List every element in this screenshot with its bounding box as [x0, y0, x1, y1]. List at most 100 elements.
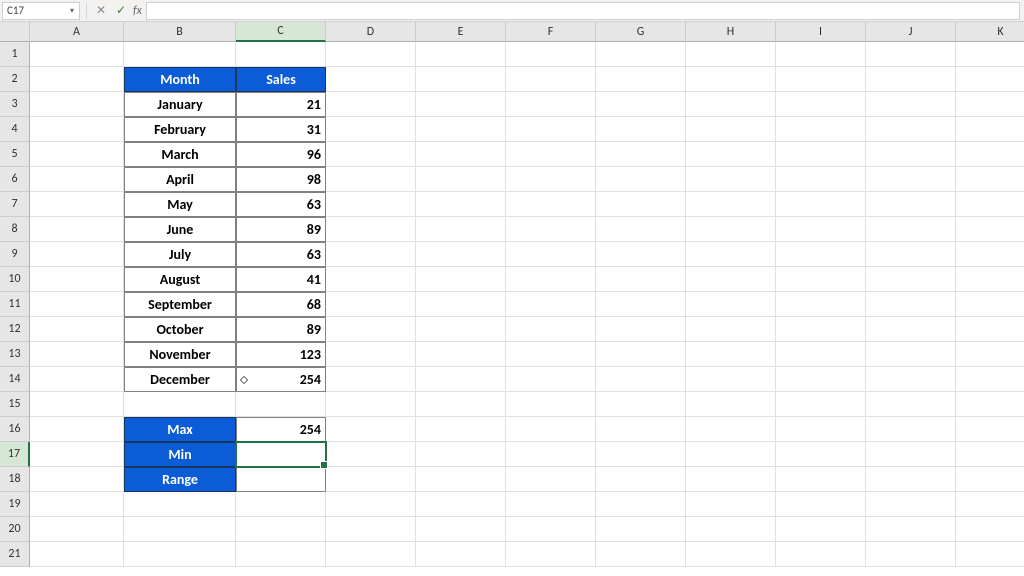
cell-J14[interactable]	[866, 367, 956, 392]
cell-D12[interactable]	[326, 317, 416, 342]
column-header-I[interactable]: I	[776, 22, 866, 42]
cell-C2[interactable]: Sales	[236, 67, 326, 92]
cell-H11[interactable]	[686, 292, 776, 317]
cell-J15[interactable]	[866, 392, 956, 417]
cell-C10[interactable]: 41	[236, 267, 326, 292]
cell-H21[interactable]	[686, 542, 776, 567]
cell-H16[interactable]	[686, 417, 776, 442]
cell-G13[interactable]	[596, 342, 686, 367]
cell-I11[interactable]	[776, 292, 866, 317]
cell-A18[interactable]	[30, 467, 124, 492]
cell-K20[interactable]	[956, 517, 1024, 542]
cell-K5[interactable]	[956, 142, 1024, 167]
cell-B6[interactable]: April	[124, 167, 236, 192]
cell-K2[interactable]	[956, 67, 1024, 92]
column-header-A[interactable]: A	[30, 22, 124, 42]
cell-H7[interactable]	[686, 192, 776, 217]
row-header-6[interactable]: 6	[0, 167, 30, 192]
cell-C14[interactable]: 254	[236, 367, 326, 392]
cell-F5[interactable]	[506, 142, 596, 167]
name-box[interactable]: C17 ▾	[2, 2, 80, 20]
cell-E11[interactable]	[416, 292, 506, 317]
cell-A19[interactable]	[30, 492, 124, 517]
cell-E14[interactable]	[416, 367, 506, 392]
cell-G4[interactable]	[596, 117, 686, 142]
cell-K19[interactable]	[956, 492, 1024, 517]
cell-K14[interactable]	[956, 367, 1024, 392]
cell-J16[interactable]	[866, 417, 956, 442]
cell-I13[interactable]	[776, 342, 866, 367]
cell-H18[interactable]	[686, 467, 776, 492]
row-header-7[interactable]: 7	[0, 192, 30, 217]
cell-K4[interactable]	[956, 117, 1024, 142]
cell-E9[interactable]	[416, 242, 506, 267]
cell-J1[interactable]	[866, 42, 956, 67]
cell-E15[interactable]	[416, 392, 506, 417]
cell-A14[interactable]	[30, 367, 124, 392]
cell-B5[interactable]: March	[124, 142, 236, 167]
cell-A2[interactable]	[30, 67, 124, 92]
cell-I15[interactable]	[776, 392, 866, 417]
formula-input[interactable]	[146, 2, 1020, 20]
cell-F14[interactable]	[506, 367, 596, 392]
cell-C1[interactable]	[236, 42, 326, 67]
cell-E4[interactable]	[416, 117, 506, 142]
cell-K7[interactable]	[956, 192, 1024, 217]
cell-G17[interactable]	[596, 442, 686, 467]
cell-B11[interactable]: September	[124, 292, 236, 317]
cell-D13[interactable]	[326, 342, 416, 367]
cell-C13[interactable]: 123	[236, 342, 326, 367]
cell-J18[interactable]	[866, 467, 956, 492]
cell-J21[interactable]	[866, 542, 956, 567]
cell-I1[interactable]	[776, 42, 866, 67]
cell-J11[interactable]	[866, 292, 956, 317]
cell-B12[interactable]: October	[124, 317, 236, 342]
cell-D5[interactable]	[326, 142, 416, 167]
cell-A1[interactable]	[30, 42, 124, 67]
cell-E6[interactable]	[416, 167, 506, 192]
cell-K9[interactable]	[956, 242, 1024, 267]
cell-F7[interactable]	[506, 192, 596, 217]
cell-B4[interactable]: February	[124, 117, 236, 142]
cell-G14[interactable]	[596, 367, 686, 392]
column-header-E[interactable]: E	[416, 22, 506, 42]
cell-F1[interactable]	[506, 42, 596, 67]
cell-D17[interactable]	[326, 442, 416, 467]
cell-F8[interactable]	[506, 217, 596, 242]
cell-H9[interactable]	[686, 242, 776, 267]
cell-B16[interactable]: Max	[124, 417, 236, 442]
cell-I10[interactable]	[776, 267, 866, 292]
cell-C3[interactable]: 21	[236, 92, 326, 117]
cell-G8[interactable]	[596, 217, 686, 242]
row-header-2[interactable]: 2	[0, 67, 30, 92]
row-header-5[interactable]: 5	[0, 142, 30, 167]
cell-I3[interactable]	[776, 92, 866, 117]
cell-C15[interactable]	[236, 392, 326, 417]
cell-B18[interactable]: Range	[124, 467, 236, 492]
cell-C6[interactable]: 98	[236, 167, 326, 192]
cell-H12[interactable]	[686, 317, 776, 342]
cell-B9[interactable]: July	[124, 242, 236, 267]
cell-H10[interactable]	[686, 267, 776, 292]
cell-C11[interactable]: 68	[236, 292, 326, 317]
row-header-4[interactable]: 4	[0, 117, 30, 142]
cell-A6[interactable]	[30, 167, 124, 192]
cell-J19[interactable]	[866, 492, 956, 517]
cell-E21[interactable]	[416, 542, 506, 567]
cell-I8[interactable]	[776, 217, 866, 242]
cell-A16[interactable]	[30, 417, 124, 442]
cell-F20[interactable]	[506, 517, 596, 542]
cell-J13[interactable]	[866, 342, 956, 367]
cell-E16[interactable]	[416, 417, 506, 442]
column-header-D[interactable]: D	[326, 22, 416, 42]
cell-C18[interactable]	[236, 467, 326, 492]
row-header-20[interactable]: 20	[0, 517, 30, 542]
column-header-C[interactable]: C	[236, 22, 326, 42]
row-header-11[interactable]: 11	[0, 292, 30, 317]
cell-H19[interactable]	[686, 492, 776, 517]
cell-K21[interactable]	[956, 542, 1024, 567]
cell-E17[interactable]	[416, 442, 506, 467]
row-header-12[interactable]: 12	[0, 317, 30, 342]
cell-J20[interactable]	[866, 517, 956, 542]
cell-K16[interactable]	[956, 417, 1024, 442]
